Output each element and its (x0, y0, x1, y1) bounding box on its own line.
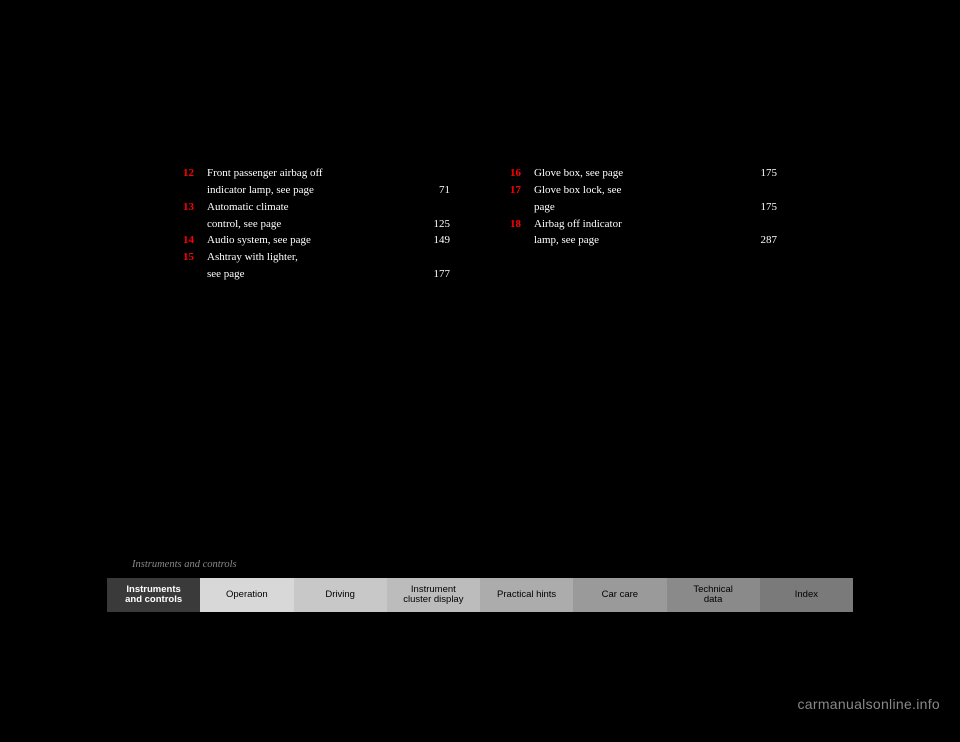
list-item: 16Glove box, see page175 (510, 166, 777, 181)
list-item: 17Glove box lock, see (510, 183, 777, 198)
list-item: control, see page125 (183, 217, 450, 232)
list-item: 13Automatic climate (183, 200, 450, 215)
nav-tab[interactable]: Index (760, 578, 853, 612)
nav-tab[interactable]: Technicaldata (667, 578, 760, 612)
manual-page: 12Front passenger airbag off indicator la… (107, 100, 853, 612)
item-text: Audio system, see page (207, 233, 420, 248)
nav-tab[interactable]: Car care (573, 578, 666, 612)
item-page: 175 (747, 200, 777, 215)
item-number (183, 267, 207, 282)
watermark: carmanualsonline.info (798, 696, 941, 712)
item-text: indicator lamp, see page (207, 183, 420, 198)
item-number: 18 (510, 217, 534, 232)
nav-tab[interactable]: Instrumentsand controls (107, 578, 200, 612)
list-item: 15Ashtray with lighter, (183, 250, 450, 265)
item-page: 149 (420, 233, 450, 248)
item-number (183, 183, 207, 198)
item-number (510, 233, 534, 248)
item-page: 71 (420, 183, 450, 198)
item-number: 16 (510, 166, 534, 181)
list-item: page175 (510, 200, 777, 215)
nav-tab[interactable]: Driving (294, 578, 387, 612)
item-page (420, 250, 450, 265)
item-page (420, 200, 450, 215)
columns: 12Front passenger airbag off indicator la… (183, 166, 777, 284)
item-text: control, see page (207, 217, 420, 232)
item-number (183, 217, 207, 232)
item-text: page (534, 200, 747, 215)
item-page (747, 183, 777, 198)
list-item: 12Front passenger airbag off (183, 166, 450, 181)
item-page: 287 (747, 233, 777, 248)
list-item: 18Airbag off indicator (510, 217, 777, 232)
item-text: Front passenger airbag off (207, 166, 420, 181)
item-text: see page (207, 267, 420, 282)
nav-tab[interactable]: Operation (200, 578, 293, 612)
nav-tab[interactable]: Instrumentcluster display (387, 578, 480, 612)
item-text: Ashtray with lighter, (207, 250, 420, 265)
list-item: see page177 (183, 267, 450, 282)
item-page (420, 166, 450, 181)
item-text: lamp, see page (534, 233, 747, 248)
nav-tab[interactable]: Practical hints (480, 578, 573, 612)
item-page: 125 (420, 217, 450, 232)
page-caption: Instruments and controls (132, 559, 237, 570)
item-text: Automatic climate (207, 200, 420, 215)
item-number: 12 (183, 166, 207, 181)
content-area: 12Front passenger airbag off indicator la… (107, 100, 853, 284)
item-text: Glove box lock, see (534, 183, 747, 198)
item-number (510, 200, 534, 215)
item-number: 13 (183, 200, 207, 215)
right-column: 16Glove box, see page17517Glove box lock… (510, 166, 777, 284)
list-item: lamp, see page287 (510, 233, 777, 248)
nav-tabs: Instrumentsand controlsOperationDrivingI… (107, 578, 853, 612)
item-text: Glove box, see page (534, 166, 747, 181)
list-item: 14Audio system, see page149 (183, 233, 450, 248)
list-item: indicator lamp, see page71 (183, 183, 450, 198)
item-text: Airbag off indicator (534, 217, 747, 232)
item-number: 15 (183, 250, 207, 265)
item-page: 175 (747, 166, 777, 181)
item-number: 14 (183, 233, 207, 248)
item-number: 17 (510, 183, 534, 198)
item-page: 177 (420, 267, 450, 282)
item-page (747, 217, 777, 232)
left-column: 12Front passenger airbag off indicator la… (183, 166, 450, 284)
